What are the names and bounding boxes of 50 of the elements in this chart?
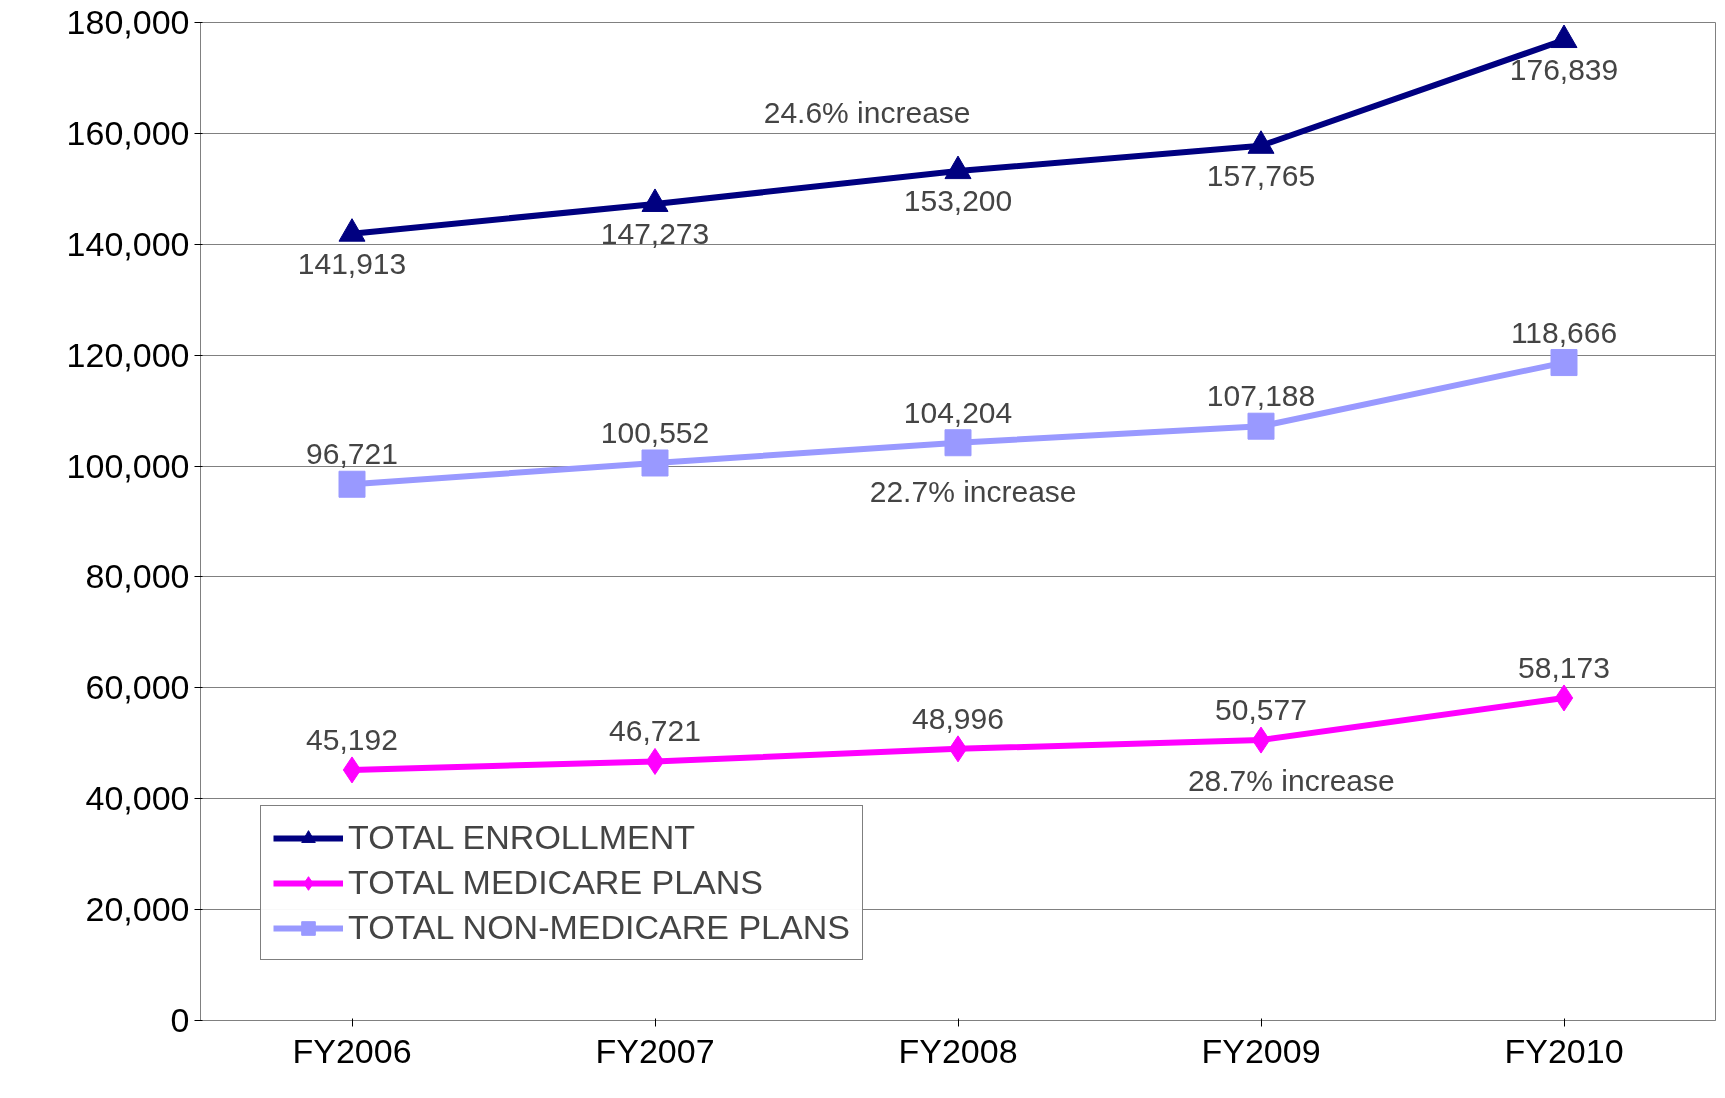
x-tick-label: FY2009 bbox=[1201, 1031, 1321, 1070]
point bbox=[1251, 726, 1271, 754]
legend-label: TOTAL NON-MEDICARE PLANS bbox=[348, 908, 850, 947]
x-tick-label: FY2008 bbox=[898, 1031, 1018, 1070]
data-label: 157,765 bbox=[1206, 158, 1316, 192]
point bbox=[1247, 412, 1275, 440]
data-label: 48,996 bbox=[912, 701, 1004, 735]
data-label: 141,913 bbox=[297, 246, 407, 280]
annotation: 24.6% increase bbox=[763, 95, 971, 129]
y-tick-label: 0 bbox=[170, 1001, 190, 1039]
point bbox=[944, 155, 972, 180]
x-tick-label: FY2010 bbox=[1504, 1031, 1624, 1070]
annotation: 28.7% increase bbox=[1187, 764, 1395, 798]
point bbox=[1554, 684, 1574, 712]
y-tick-label: 160,000 bbox=[66, 113, 190, 152]
data-label: 100,552 bbox=[600, 416, 710, 449]
data-label: 107,188 bbox=[1206, 379, 1316, 413]
data-label: 46,721 bbox=[609, 714, 701, 748]
point bbox=[948, 735, 968, 763]
data-label: 58,173 bbox=[1518, 650, 1610, 684]
data-label: 153,200 bbox=[903, 184, 1013, 218]
y-tick-label: 120,000 bbox=[66, 335, 190, 374]
point bbox=[641, 188, 669, 212]
point bbox=[338, 218, 366, 242]
x-tick-label: FY2007 bbox=[595, 1031, 715, 1070]
data-label: 104,204 bbox=[903, 395, 1013, 429]
annotation: 22.7% increase bbox=[869, 475, 1077, 509]
point bbox=[1247, 130, 1275, 154]
y-tick-label: 180,000 bbox=[66, 3, 190, 41]
point bbox=[944, 429, 972, 457]
y-tick-label: 140,000 bbox=[66, 224, 190, 263]
point bbox=[338, 470, 366, 498]
point bbox=[645, 747, 665, 775]
point bbox=[342, 756, 362, 784]
point bbox=[1550, 24, 1578, 49]
point bbox=[641, 449, 669, 477]
data-label: 118,666 bbox=[1510, 315, 1618, 349]
y-tick-label: 80,000 bbox=[85, 557, 190, 596]
legend-label: TOTAL ENROLLMENT bbox=[348, 818, 695, 857]
data-label: 176,839 bbox=[1509, 53, 1619, 87]
legend-label: TOTAL MEDICARE PLANS bbox=[348, 863, 764, 902]
data-label: 45,192 bbox=[306, 722, 398, 756]
y-tick-label: 20,000 bbox=[85, 890, 190, 929]
data-label: 147,273 bbox=[600, 216, 710, 250]
y-tick-label: 60,000 bbox=[85, 668, 190, 707]
x-tick-label: FY2006 bbox=[292, 1031, 412, 1070]
data-label: 50,577 bbox=[1215, 693, 1307, 727]
y-tick-label: 40,000 bbox=[85, 779, 190, 818]
data-label: 96,721 bbox=[306, 437, 398, 471]
y-tick-label: 100,000 bbox=[66, 446, 190, 485]
